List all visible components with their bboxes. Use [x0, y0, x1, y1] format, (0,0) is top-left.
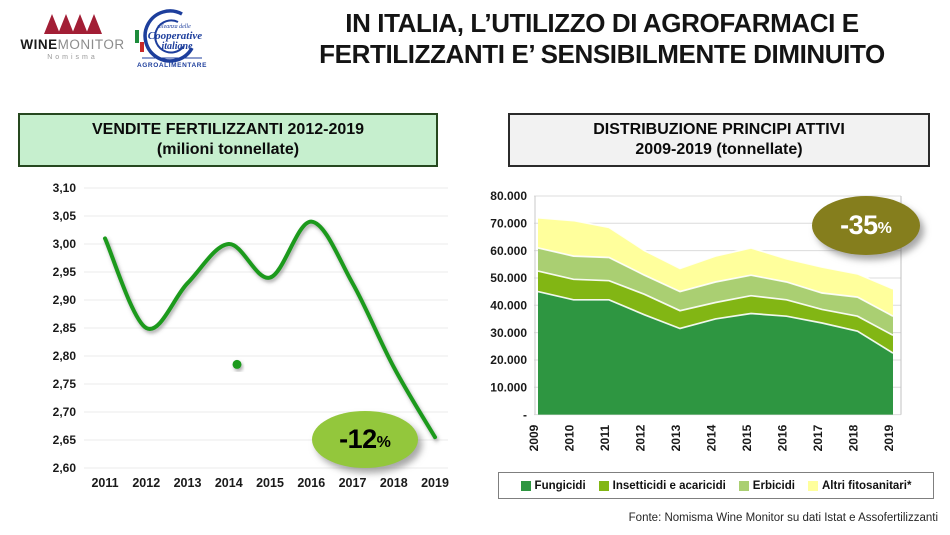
left-chart-change-badge: -12 % — [312, 411, 418, 468]
legend-label: Insetticidi e acaricidi — [612, 479, 726, 492]
legend-swatch-icon — [807, 480, 818, 491]
area-fungicidi — [538, 291, 893, 415]
area-insetticidi-e-acaricidi — [538, 271, 893, 354]
left-badge-value: -12 — [339, 424, 377, 454]
right-chart-title: DISTRIBUZIONE PRINCIPI ATTIVI — [593, 121, 845, 138]
right-chart-header: DISTRIBUZIONE PRINCIPI ATTIVI 2009-2019 … — [508, 113, 930, 167]
area-altri-fitosanitari- — [538, 217, 893, 317]
legend-item: Insetticidi e acaricidi — [598, 479, 726, 492]
y-tick-label: 3,10 — [53, 181, 77, 195]
x-tick-label: 2013 — [174, 476, 202, 490]
y-tick-label: 60.000 — [490, 244, 527, 258]
left-chart-header: VENDITE FERTILIZZANTI 2012-2019 (milioni… — [18, 113, 438, 167]
right-badge-percent-sign: % — [877, 220, 892, 237]
legend-swatch-icon — [520, 480, 531, 491]
y-tick-label: 2,75 — [53, 377, 77, 391]
y-tick-label: 2,70 — [53, 405, 77, 419]
cooperative-logo: alleanza delle Cooperative italiane AGRO… — [128, 8, 210, 72]
x-tick-label: 2015 — [256, 476, 284, 490]
x-tick-label: 2019 — [882, 424, 896, 451]
x-tick-label: 2009 — [527, 424, 541, 451]
x-tick-label: 2012 — [634, 424, 648, 451]
x-tick-label: 2016 — [297, 476, 325, 490]
cooperative-logo-icon: alleanza delle Cooperative italiane AGRO… — [135, 9, 207, 69]
x-tick-label: 2013 — [669, 424, 683, 451]
y-tick-label: 3,00 — [53, 237, 77, 251]
legend-swatch-icon — [598, 480, 609, 491]
x-tick-label: 2017 — [811, 424, 825, 451]
right-badge-value: -35 — [840, 210, 878, 240]
y-tick-label: - — [523, 408, 527, 422]
y-tick-label: 50.000 — [490, 271, 527, 285]
winemonitor-subtext: Nomisma — [47, 54, 98, 61]
y-tick-label: 30.000 — [490, 326, 527, 340]
y-tick-label: 10.000 — [490, 380, 527, 394]
x-tick-label: 2011 — [598, 425, 612, 451]
area-boundary — [537, 290, 894, 354]
y-tick-label: 70.000 — [490, 216, 527, 230]
svg-text:Cooperative: Cooperative — [148, 30, 202, 42]
area-boundary — [537, 247, 894, 317]
y-tick-label: 2,85 — [53, 321, 77, 335]
legend-label: Altri fitosanitari* — [821, 479, 912, 492]
legend-label: Erbicidi — [752, 479, 795, 492]
legend-item: Erbicidi — [738, 479, 795, 492]
source-note: Fonte: Nomisma Wine Monitor su dati Ista… — [628, 512, 938, 524]
y-tick-label: 2,90 — [53, 293, 77, 307]
right-chart-change-badge: -35 % — [812, 196, 920, 255]
x-tick-label: 2017 — [339, 476, 367, 490]
left-badge-percent-sign: % — [376, 434, 391, 451]
page-title: IN ITALIA, L’UTILIZZO DI AGROFARMACI E F… — [258, 8, 946, 70]
x-tick-label: 2015 — [740, 424, 754, 451]
x-tick-label: 2014 — [215, 476, 243, 490]
y-tick-label: 40.000 — [490, 298, 527, 312]
x-tick-label: 2018 — [847, 424, 861, 451]
area-chart-legend: Fungicidi Insetticidi e acaricidi Erbicidi… — [498, 472, 934, 499]
y-tick-label: 20.000 — [490, 353, 527, 367]
x-tick-label: 2014 — [705, 424, 719, 451]
x-tick-label: 2016 — [776, 424, 790, 451]
sales-line — [103, 219, 437, 440]
legend-item: Fungicidi — [520, 479, 586, 492]
page-title-line2: FERTILIZZANTI E’ SENSIBILMENTE DIMINUITO — [319, 39, 885, 69]
y-tick-label: 2,80 — [53, 349, 77, 363]
winemonitor-wordmark: WINEMONITOR — [20, 37, 125, 52]
legend-label: Fungicidi — [534, 479, 586, 492]
fertilizer-line-chart: 3,10 3,05 3,00 2,95 2,90 2,85 2,80 2,75 2,70 2,65… — [53, 181, 449, 490]
left-chart-title: VENDITE FERTILIZZANTI 2012-2019 — [91, 121, 365, 138]
page-title-line1: IN ITALIA, L’UTILIZZO DI AGROFARMACI E — [345, 8, 859, 38]
winemonitor-mark-icon — [43, 14, 102, 34]
y-tick-label: 2,65 — [53, 433, 77, 447]
svg-text:alleanza delle: alleanza delle — [157, 24, 191, 30]
active-substances-area-chart: 80.000 70.000 60.000 50.000 40.000 30.000 20.0… — [490, 189, 902, 451]
x-tick-label: 2011 — [91, 476, 118, 490]
annotation-dot — [232, 359, 242, 369]
area-erbicidi — [538, 247, 893, 336]
y-tick-label: 2,95 — [53, 265, 77, 279]
winemonitor-logo: WINEMONITOR Nomisma — [20, 12, 125, 68]
x-tick-label: 2010 — [563, 424, 577, 451]
x-tick-label: 2012 — [132, 476, 160, 490]
left-chart-subtitle: (milioni tonnellate) — [156, 141, 300, 158]
svg-text:italiane: italiane — [161, 41, 193, 52]
area-boundary — [537, 216, 894, 290]
x-tick-label: 2018 — [380, 476, 408, 490]
area-boundary — [537, 270, 894, 337]
y-tick-label: 2,60 — [53, 461, 77, 475]
right-chart-subtitle: 2009-2019 (tonnellate) — [635, 141, 803, 158]
y-tick-label: 3,05 — [53, 209, 77, 223]
x-tick-label: 2019 — [421, 476, 449, 490]
y-tick-label: 80.000 — [490, 189, 527, 203]
svg-text:AGROALIMENTARE: AGROALIMENTARE — [137, 62, 207, 69]
legend-item: Altri fitosanitari* — [807, 479, 912, 492]
legend-swatch-icon — [738, 480, 749, 491]
